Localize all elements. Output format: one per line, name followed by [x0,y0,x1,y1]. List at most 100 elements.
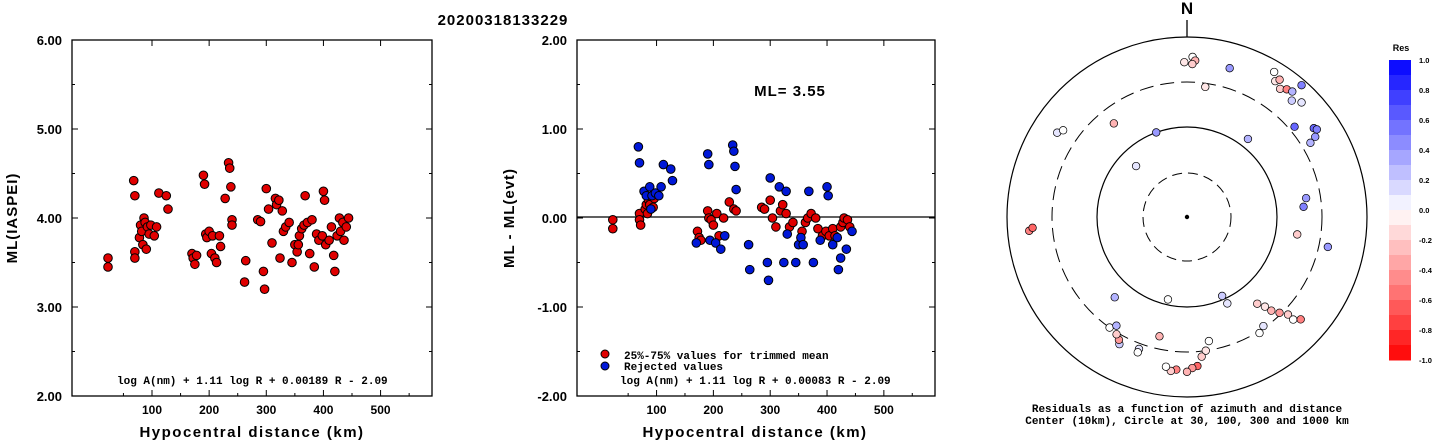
colorbar-tick-label: 1.0 [1419,56,1429,65]
polar-point [1312,125,1321,134]
panel2-point [608,223,618,234]
panel2-ylabel: ML - ML(evt) [501,168,518,268]
panel2-point [777,199,788,210]
panel1-ytick-label: 6.00 [37,33,62,48]
panel1-point [161,190,172,201]
panel1-point [149,231,160,241]
panel2-point [781,186,791,197]
colorbar-cell [1389,330,1411,346]
panel1-point [103,253,113,263]
panel1-point [277,206,288,216]
panel2-points [608,140,857,286]
colorbar-tick-label: -1.0 [1419,356,1432,365]
panel1-point [130,190,140,201]
colorbar-cell [1389,270,1411,286]
panel2-point [765,173,776,183]
polar-point [1105,323,1114,332]
panel1-axis-ticks: 100 200 300 400 500 2.00 3.00 4.00 5.00 6.00 [37,33,432,417]
polar-point [1201,346,1210,355]
colorbar-cell [1389,195,1411,211]
polar-point [1223,299,1232,308]
panel1-point [151,222,162,232]
panel1-point [259,284,270,295]
panel2-point [779,257,789,268]
panel2-point [704,159,714,170]
panel1-point [198,170,209,181]
polar-point [1306,138,1315,147]
panel1-xtick-label: 300 [256,403,276,417]
polar-point [1163,295,1173,304]
panel2-xtick-label: 500 [874,403,894,417]
panel1-point [304,248,315,259]
polar-point [1296,315,1305,324]
colorbar-tick-label: 0.2 [1419,176,1429,185]
panel1-point [199,179,210,189]
panel2-point [765,195,776,205]
polar-point [1188,59,1197,69]
panel2-point [654,190,664,201]
panel1-point [317,231,328,241]
ring-300km [1051,81,1323,353]
panel2-point [774,182,785,192]
panel1-point [319,195,330,205]
panel2-point [691,238,702,248]
panel2-point [832,232,843,243]
colorbar-ticks: 1.0 0.8 0.6 0.4 0.2 0.0 -0.2 -0.4 -0.6 -0.8 -1.0 [1419,56,1433,365]
panel1-point [227,220,237,230]
colorbar-cell [1389,105,1411,121]
figure-title: 20200318133229 [438,12,569,29]
panel1-xlabel: Hypocentral distance (km) [139,424,364,441]
north-label: N [1181,0,1193,18]
panel-ml-residual: 100 200 300 400 500 -2.00 -1.00 0.00 1.00 2.00 ML… [501,33,936,441]
panel2-point [729,146,739,157]
panel2-point [804,186,814,197]
panel2-xtick-label: 300 [760,403,780,417]
panel1-point [318,186,329,197]
panel-ml-iaspei: 100 200 300 400 500 2.00 3.00 4.00 5.00 6.00 ML(I… [4,33,433,441]
colorbar-cell [1389,75,1411,91]
polar-point [1112,321,1121,330]
ml-annotation: ML= 3.55 [754,83,826,100]
colorbar-tick-label: -0.2 [1419,236,1432,245]
panel2-axis-ticks: 100 200 300 400 500 -2.00 -1.00 0.00 1.00 2.00 [537,33,935,417]
panel2-point [710,238,721,248]
panel1-point [215,241,226,252]
polar-point [1289,315,1298,324]
colorbar-cell [1389,240,1411,256]
polar-point [1161,362,1171,371]
panel2-point [708,220,719,230]
colorbar-cells [1389,60,1411,361]
panel2-point [656,182,666,192]
polar-point [1323,242,1333,252]
panel2-point [815,235,826,246]
panel1-point [240,255,251,266]
panel2-point [782,229,793,239]
colorbar-cell [1389,135,1411,151]
panel2-formula: log A(nm) + 1.11 log R + 0.00083 R - 2.0… [620,376,891,388]
panel2-point [798,239,808,250]
polar-point [1299,202,1308,211]
panel2-point [724,197,735,207]
panel1-point [300,190,310,201]
polar-point [1131,161,1141,171]
panel1-point [214,231,225,241]
panel1-ytick-label: 5.00 [37,122,62,137]
colorbar-tick-label: -0.4 [1419,266,1433,275]
colorbar-cell [1389,60,1411,76]
polar-points [1025,52,1333,376]
colorbar-cell [1389,210,1411,226]
polar-point [1197,352,1206,361]
panel1-xtick-label: 100 [142,403,162,417]
panel2-point [822,182,832,192]
polar-point [1182,367,1192,376]
polar-point [1109,119,1119,128]
panel1-point [326,222,337,232]
panel2-point [788,217,798,228]
polar-point [1288,87,1297,96]
panel2-point [634,158,645,168]
panel2-point [790,257,801,268]
panel2-point [719,231,730,241]
colorbar-cell [1389,180,1411,196]
polar-point [1260,302,1270,311]
